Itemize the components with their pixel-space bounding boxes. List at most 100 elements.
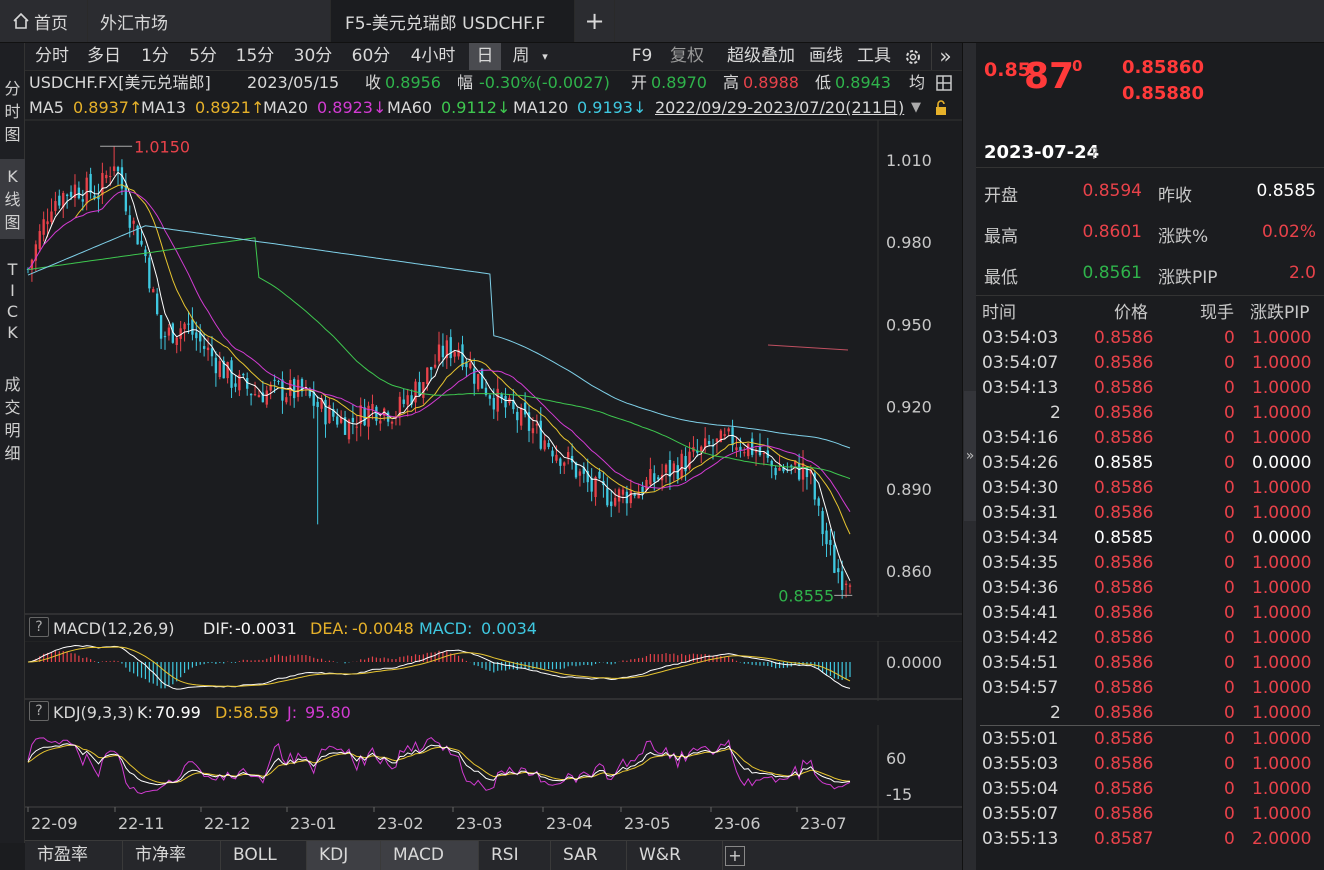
tick-time: 03:54:51 — [982, 651, 1058, 676]
tick-row: 03:54:42 0.8586 0 1.0000 — [976, 626, 1324, 651]
kdj-d-value: 58.59 — [233, 701, 279, 725]
candle-body — [187, 324, 189, 325]
tick-row: 03:55:03 0.8586 0 1.0000 — [976, 752, 1324, 777]
tick-pip: 1.0000 — [1252, 426, 1311, 451]
tab-pe[interactable]: 市盈率 — [25, 841, 123, 870]
tick-pip: 1.0000 — [1252, 576, 1311, 601]
candle-body — [250, 394, 252, 395]
tab-rsi[interactable]: RSI — [479, 841, 551, 870]
macd-header: ? MACD(12,26,9) DIF: -0.0031 DEA: -0.004… — [25, 617, 962, 641]
high-annotation: 1.0150 — [134, 137, 190, 156]
candle-body — [293, 379, 295, 398]
price-suffix: 0 — [1072, 57, 1082, 75]
candle-body — [790, 465, 792, 466]
candle-body — [324, 400, 326, 425]
tick-time: 03:54:41 — [982, 601, 1058, 626]
tick-price: 0.8586 — [1094, 326, 1153, 351]
tick-pip: 1.0000 — [1252, 676, 1311, 701]
quote-panel: 0.85 87 0 0.85860 0.85880 2023-07-24 ? 开… — [976, 43, 1324, 870]
candle-body — [105, 175, 107, 178]
low-value: 0.8561 — [1070, 263, 1142, 283]
candle-body — [825, 531, 827, 545]
candle-body — [129, 215, 131, 228]
tick-pip: 1.0000 — [1252, 351, 1311, 376]
kdj-axis-bottom: -15 — [886, 785, 912, 804]
tick-row: 03:54:30 0.8586 0 1.0000 — [976, 476, 1324, 501]
candle-body — [133, 221, 135, 224]
tick-row: 03:54:34 0.8585 0 0.0000 — [976, 526, 1324, 551]
candle-body — [356, 427, 358, 428]
ticks-header: 时间 价格 现手 涨跌PIP — [976, 301, 1324, 326]
tick-time: 03:54:26 — [982, 451, 1058, 476]
candle-body — [477, 374, 479, 389]
panel-divider[interactable]: » — [962, 43, 976, 870]
tick-time: 03:54:13 — [982, 376, 1058, 401]
tick-price: 0.8586 — [1094, 777, 1153, 802]
candle-body — [70, 192, 72, 197]
tab-pb[interactable]: 市净率 — [123, 841, 221, 870]
tick-row: 03:54:26 0.8585 0 0.0000 — [976, 451, 1324, 476]
candle-body — [113, 166, 115, 171]
change-pct-label: 涨跌% — [1158, 222, 1208, 247]
quote-date: 2023-07-24 — [984, 142, 1099, 163]
price-axis-label: 0.980 — [886, 233, 932, 252]
candle-body — [226, 362, 228, 378]
candle-body — [673, 463, 675, 472]
candle-body — [704, 438, 706, 447]
add-indicator-icon[interactable]: + — [725, 846, 745, 866]
tick-volume: 0 — [1224, 501, 1235, 526]
tab-kdj[interactable]: KDJ — [307, 841, 381, 870]
candle-body — [281, 379, 283, 400]
candle-body — [774, 468, 776, 475]
tick-row: 03:54:13 0.8586 0 1.0000 — [976, 376, 1324, 401]
tab-macd[interactable]: MACD — [381, 841, 479, 870]
candle-body — [109, 176, 111, 177]
kdj-help-icon[interactable]: ? — [29, 701, 49, 721]
candle-body — [203, 346, 205, 349]
candle-body — [379, 421, 381, 424]
change-pct-value: 0.02% — [1242, 222, 1316, 242]
tick-price: 0.8586 — [1094, 701, 1153, 726]
candle-body — [430, 367, 432, 370]
candle-body — [653, 473, 655, 482]
candle-body — [66, 195, 68, 196]
candle-body — [747, 444, 749, 457]
tick-price: 0.8586 — [1094, 651, 1153, 676]
collapse-icon[interactable]: » — [964, 391, 976, 521]
tick-pip: 1.0000 — [1252, 752, 1311, 777]
low-label: 最低 — [984, 263, 1018, 288]
candle-body — [708, 441, 710, 444]
candle-body — [532, 428, 534, 433]
tick-volume: 0 — [1224, 351, 1235, 376]
candle-body — [688, 452, 690, 469]
tick-row: 03:54:41 0.8586 0 1.0000 — [976, 601, 1324, 626]
tab-boll[interactable]: BOLL — [221, 841, 307, 870]
candle-body — [418, 382, 420, 395]
candle-body — [716, 439, 718, 442]
tick-time: 03:55:04 — [982, 777, 1058, 802]
candle-body — [759, 446, 761, 455]
tab-sar[interactable]: SAR — [551, 841, 627, 870]
candle-body — [630, 490, 632, 503]
candle-body — [316, 402, 318, 407]
tick-volume: 0 — [1224, 551, 1235, 576]
tick-price: 0.8586 — [1094, 351, 1153, 376]
tick-price: 0.8586 — [1094, 476, 1153, 501]
candle-body — [665, 465, 667, 473]
tick-price: 0.8586 — [1094, 802, 1153, 827]
candle-body — [821, 511, 823, 534]
candle-body — [739, 447, 741, 450]
candle-body — [469, 363, 471, 368]
candle-body — [242, 374, 244, 375]
tick-volume: 0 — [1224, 752, 1235, 777]
candle-body — [618, 489, 620, 501]
macd-help-icon[interactable]: ? — [29, 617, 49, 637]
candle-body — [778, 468, 780, 471]
date-help-icon[interactable]: ? — [1090, 144, 1099, 163]
candle-body — [168, 328, 170, 336]
candle-body — [559, 459, 561, 466]
tab-wr[interactable]: W&R — [627, 841, 723, 870]
candle-body — [50, 211, 52, 222]
prev-close-label: 昨收 — [1158, 181, 1192, 206]
time-axis-label: 22-12 — [204, 814, 251, 833]
